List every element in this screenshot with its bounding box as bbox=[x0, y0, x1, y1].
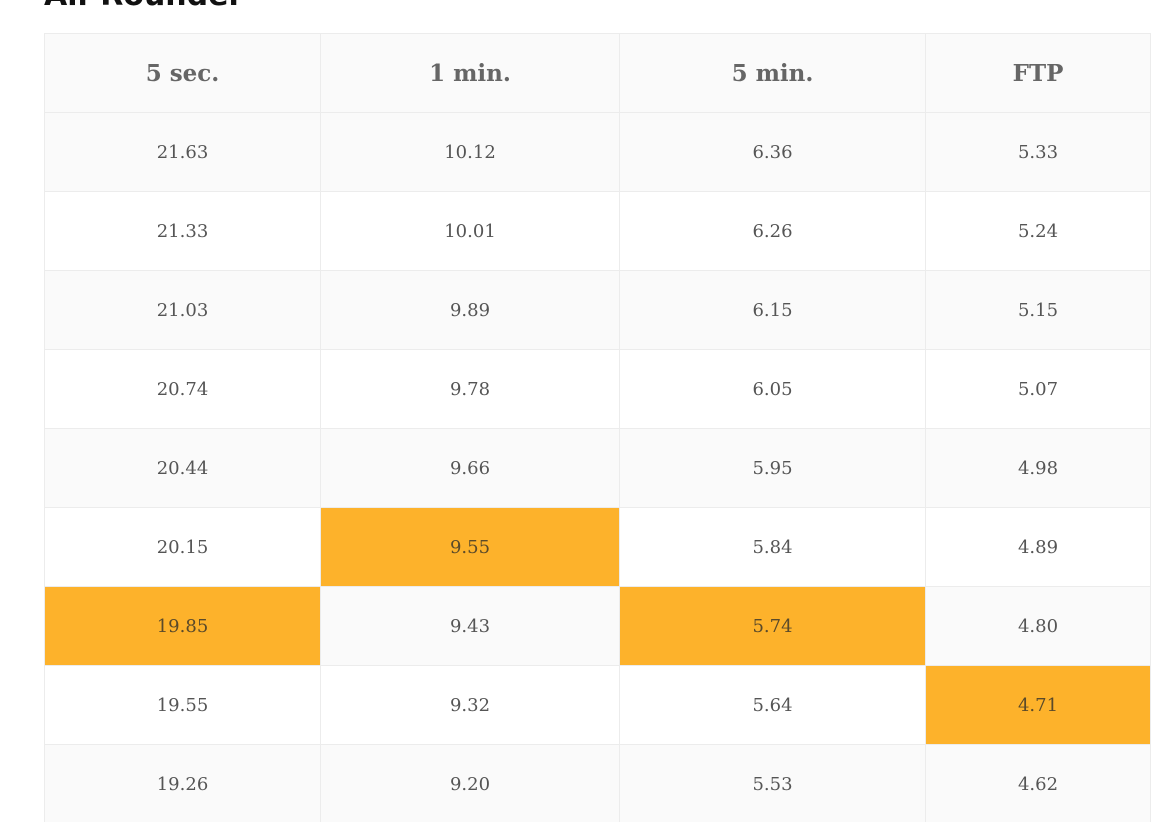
column-header-ftp: FTP bbox=[925, 33, 1151, 113]
table-row: 19.26 9.20 5.53 4.62 bbox=[44, 744, 1151, 822]
table-row: 20.44 9.66 5.95 4.98 bbox=[44, 428, 1151, 508]
table-cell: 9.89 bbox=[320, 270, 620, 350]
table-cell: 5.95 bbox=[619, 428, 926, 508]
table-cell: 6.05 bbox=[619, 349, 926, 429]
table-cell: 9.43 bbox=[320, 586, 620, 666]
table-cell: 9.66 bbox=[320, 428, 620, 508]
table-cell: 5.07 bbox=[925, 349, 1151, 429]
table-cell: 6.26 bbox=[619, 191, 926, 271]
section-heading: All-Rounder bbox=[44, 0, 243, 14]
table-cell: 5.64 bbox=[619, 665, 926, 745]
table-cell: 5.33 bbox=[925, 112, 1151, 192]
table-cell: 4.80 bbox=[925, 586, 1151, 666]
table-cell: 10.01 bbox=[320, 191, 620, 271]
table-cell: 4.89 bbox=[925, 507, 1151, 587]
table-cell: 5.53 bbox=[619, 744, 926, 822]
table-row: 19.85 9.43 5.74 4.80 bbox=[44, 586, 1151, 666]
power-profile-table: 5 sec. 1 min. 5 min. FTP 21.63 10.12 6.3… bbox=[44, 33, 1151, 822]
table-cell: 20.15 bbox=[44, 507, 321, 587]
table-cell: 5.24 bbox=[925, 191, 1151, 271]
table-cell: 19.26 bbox=[44, 744, 321, 822]
table-cell: 6.15 bbox=[619, 270, 926, 350]
highlighted-table-cell: 5.74 bbox=[619, 586, 926, 666]
table-cell: 5.15 bbox=[925, 270, 1151, 350]
table-row: 21.63 10.12 6.36 5.33 bbox=[44, 112, 1151, 192]
table-cell: 10.12 bbox=[320, 112, 620, 192]
table-cell: 9.32 bbox=[320, 665, 620, 745]
table-cell: 20.44 bbox=[44, 428, 321, 508]
table-cell: 20.74 bbox=[44, 349, 321, 429]
table-row: 19.55 9.32 5.64 4.71 bbox=[44, 665, 1151, 745]
table-cell: 9.78 bbox=[320, 349, 620, 429]
table-cell: 21.03 bbox=[44, 270, 321, 350]
table-cell: 21.63 bbox=[44, 112, 321, 192]
table-cell: 21.33 bbox=[44, 191, 321, 271]
column-header-1-min: 1 min. bbox=[320, 33, 620, 113]
table-row: 21.33 10.01 6.26 5.24 bbox=[44, 191, 1151, 271]
highlighted-table-cell: 19.85 bbox=[44, 586, 321, 666]
table-row: 20.15 9.55 5.84 4.89 bbox=[44, 507, 1151, 587]
table-cell: 6.36 bbox=[619, 112, 926, 192]
table-cell: 19.55 bbox=[44, 665, 321, 745]
highlighted-table-cell: 4.71 bbox=[925, 665, 1151, 745]
table-header-row: 5 sec. 1 min. 5 min. FTP bbox=[44, 33, 1151, 113]
column-header-5-sec: 5 sec. bbox=[44, 33, 321, 113]
table-cell: 4.62 bbox=[925, 744, 1151, 822]
table-row: 21.03 9.89 6.15 5.15 bbox=[44, 270, 1151, 350]
table-cell: 5.84 bbox=[619, 507, 926, 587]
table-cell: 9.20 bbox=[320, 744, 620, 822]
table-row: 20.74 9.78 6.05 5.07 bbox=[44, 349, 1151, 429]
highlighted-table-cell: 9.55 bbox=[320, 507, 620, 587]
table-cell: 4.98 bbox=[925, 428, 1151, 508]
column-header-5-min: 5 min. bbox=[619, 33, 926, 113]
